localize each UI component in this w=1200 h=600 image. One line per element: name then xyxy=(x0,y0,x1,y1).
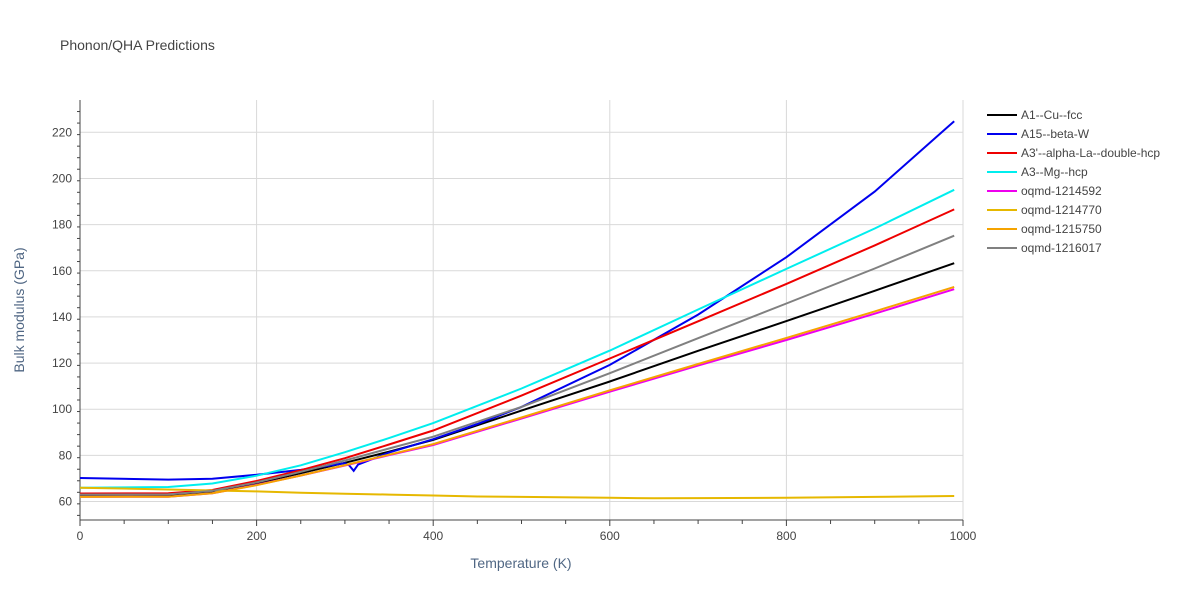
chart-title: Phonon/QHA Predictions xyxy=(60,37,215,53)
series-line xyxy=(79,285,955,498)
legend-label[interactable]: oqmd-1214592 xyxy=(1021,184,1102,198)
y-tick-label: 140 xyxy=(52,310,72,324)
series-line xyxy=(79,288,955,498)
x-axis-label: Temperature (K) xyxy=(470,555,571,571)
y-tick-label: 160 xyxy=(52,264,72,278)
series-line xyxy=(79,486,955,500)
x-tick-label: 600 xyxy=(600,529,620,543)
y-tick-label: 180 xyxy=(52,218,72,232)
legend-label[interactable]: A3'--alpha-La--double-hcp xyxy=(1021,146,1160,160)
grid xyxy=(79,100,964,520)
legend-label[interactable]: oqmd-1214770 xyxy=(1021,203,1102,217)
y-tick-label: 120 xyxy=(52,356,72,370)
legend-label[interactable]: oqmd-1215750 xyxy=(1021,222,1102,236)
axes: 0 200 400 600 800 1000 60 80 100 120 140 160 180 200 2… xyxy=(52,100,977,543)
series-line xyxy=(79,262,955,497)
x-tick-label: 1000 xyxy=(950,529,977,543)
legend-label[interactable]: A1--Cu--fcc xyxy=(1021,108,1082,122)
x-tick-label: 200 xyxy=(247,529,267,543)
legend-label[interactable]: oqmd-1216017 xyxy=(1021,241,1102,255)
plot-area xyxy=(79,120,955,500)
x-tick-label: 800 xyxy=(776,529,796,543)
y-tick-label: 100 xyxy=(52,402,72,416)
series-line xyxy=(79,188,955,489)
y-axis-label: Bulk modulus (GPa) xyxy=(11,247,27,372)
series-line xyxy=(79,234,955,496)
legend-label[interactable]: A15--beta-W xyxy=(1021,127,1090,141)
x-tick-label: 0 xyxy=(77,529,84,543)
x-tick-label: 400 xyxy=(423,529,443,543)
y-tick-label: 220 xyxy=(52,125,72,139)
y-tick-label: 200 xyxy=(52,171,72,185)
legend-label[interactable]: A3--Mg--hcp xyxy=(1021,165,1088,179)
series-line xyxy=(79,120,955,481)
y-tick-label: 80 xyxy=(59,448,73,462)
legend[interactable]: A1--Cu--fcc A15--beta-W A3'--alpha-La--dou… xyxy=(987,108,1160,255)
y-tick-label: 60 xyxy=(59,495,73,509)
